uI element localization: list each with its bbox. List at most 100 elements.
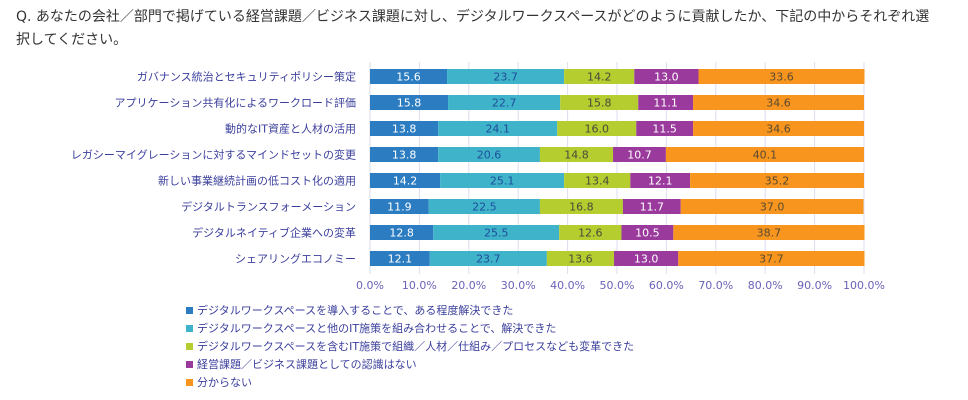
data-label: 12.1 xyxy=(388,253,413,266)
x-tick-label: 0.0% xyxy=(356,279,384,292)
data-label: 10.7 xyxy=(627,149,652,162)
data-label: 34.6 xyxy=(766,97,791,110)
bar-segment xyxy=(564,173,631,188)
legend-item: 経営課題／ビジネス課題としての認識はない xyxy=(186,356,634,374)
bar-segment xyxy=(428,199,540,214)
bar-segment xyxy=(438,147,540,162)
x-tick-label: 30.0% xyxy=(501,279,536,292)
data-label: 38.7 xyxy=(757,227,782,240)
bar-segment xyxy=(539,147,614,162)
bar-segment xyxy=(448,95,561,110)
data-label: 22.5 xyxy=(472,201,497,214)
x-tick-label: 80.0% xyxy=(748,279,783,292)
bar-segment xyxy=(429,251,547,266)
bar-segment xyxy=(678,251,865,266)
data-label: 16.0 xyxy=(584,123,609,136)
category-label: 新しい事業継続計画の低コスト化の適用 xyxy=(158,174,356,188)
data-label: 13.6 xyxy=(568,253,593,266)
data-label: 12.1 xyxy=(648,175,673,188)
bar-segment xyxy=(673,225,865,240)
data-label: 15.8 xyxy=(587,97,612,110)
chart-legend: デジタルワークスペースを導入することで、ある程度解決できたデジタルワークスペース… xyxy=(186,302,634,392)
legend-label: 経営課題／ビジネス課題としての認識はない xyxy=(197,358,417,371)
x-tick-label: 20.0% xyxy=(451,279,486,292)
x-tick-label: 50.0% xyxy=(600,279,635,292)
category-label: ガバナンス統治とセキュリティポリシー策定 xyxy=(137,70,356,84)
bar-segment xyxy=(614,251,679,266)
data-label: 12.6 xyxy=(578,227,603,240)
legend-item: 分からない xyxy=(186,374,634,392)
bar-segment xyxy=(613,147,666,162)
bar-segment xyxy=(557,121,637,136)
bar-segment xyxy=(690,173,864,188)
data-label: 13.0 xyxy=(654,71,679,84)
bar-segment xyxy=(630,173,691,188)
bar-segment xyxy=(680,199,864,214)
data-label: 25.5 xyxy=(484,227,509,240)
bar-segment xyxy=(370,95,449,110)
bar-segment xyxy=(370,173,441,188)
data-label: 11.5 xyxy=(652,123,677,136)
data-label: 10.5 xyxy=(635,227,660,240)
data-label: 33.6 xyxy=(769,71,794,84)
data-label: 37.7 xyxy=(759,253,784,266)
data-label: 13.8 xyxy=(392,149,417,162)
bar-segment xyxy=(634,69,699,84)
legend-swatch xyxy=(186,360,193,368)
bar-segment xyxy=(665,147,864,162)
x-tick-label: 100.0% xyxy=(843,279,885,292)
bar-segment xyxy=(693,95,864,110)
category-label: デジタルネイティブ企業への変革 xyxy=(192,226,356,240)
bar-segment xyxy=(370,225,434,240)
legend-swatch xyxy=(186,342,193,350)
data-label: 15.8 xyxy=(397,97,422,110)
bar-segment xyxy=(546,251,615,266)
x-tick-label: 60.0% xyxy=(649,279,684,292)
legend-item: デジタルワークスペースを導入することで、ある程度解決できた xyxy=(186,302,634,320)
legend-label: 分からない xyxy=(197,376,252,389)
bar-segment xyxy=(370,121,439,136)
category-label: アプリケーション共有化によるワークロード評価 xyxy=(115,96,356,110)
data-label: 23.7 xyxy=(476,253,501,266)
data-label: 13.8 xyxy=(392,123,417,136)
data-label: 25.1 xyxy=(490,175,515,188)
data-label: 35.2 xyxy=(765,175,790,188)
data-label: 12.8 xyxy=(389,227,414,240)
x-tick-label: 70.0% xyxy=(698,279,733,292)
data-label: 23.7 xyxy=(493,71,518,84)
data-label: 11.1 xyxy=(653,97,678,110)
data-label: 11.7 xyxy=(640,201,665,214)
data-label: 11.9 xyxy=(387,201,412,214)
x-tick-label: 90.0% xyxy=(797,279,832,292)
data-label: 34.6 xyxy=(766,123,791,136)
bar-segment xyxy=(698,69,865,84)
x-tick-label: 40.0% xyxy=(550,279,585,292)
legend-swatch xyxy=(186,324,193,332)
data-label: 24.1 xyxy=(485,123,510,136)
category-label: デジタルトランスフォーメーション xyxy=(181,200,356,214)
data-label: 16.8 xyxy=(569,201,594,214)
data-label: 40.1 xyxy=(753,149,778,162)
category-label: シェアリングエコノミー xyxy=(235,252,356,266)
category-label: レガシーマイグレーションに対するマインドセットの変更 xyxy=(71,148,356,162)
bar-segment xyxy=(622,199,681,214)
legend-swatch xyxy=(186,378,193,386)
bar-segment xyxy=(564,69,635,84)
legend-item: デジタルワークスペースと他のIT施策を組み合わせることで、解決できた xyxy=(186,320,634,338)
legend-label: デジタルワークスペースを導入することで、ある程度解決できた xyxy=(197,304,514,317)
question-text: Q. あなたの会社／部門で掲げている経営課題／ビジネス課題に対し、デジタルワーク… xyxy=(16,9,930,48)
bar-segment xyxy=(433,225,560,240)
stacked-bar-chart: 0.0% 10.0% 20.0% 30.0% 40.0% 50.0% 60.0% 70.0% 8… xyxy=(71,62,885,292)
data-label: 14.2 xyxy=(587,71,612,84)
data-label: 14.2 xyxy=(393,175,418,188)
bar-segment xyxy=(560,95,639,110)
data-label: 13.0 xyxy=(634,253,659,266)
bar-segment xyxy=(638,95,694,110)
bar-segment xyxy=(621,225,674,240)
x-tick-label: 10.0% xyxy=(402,279,437,292)
legend-swatch xyxy=(186,306,193,314)
bar-segment xyxy=(559,225,622,240)
legend-label: デジタルワークスペースと他のIT施策を組み合わせることで、解決できた xyxy=(197,322,557,335)
bar-segment xyxy=(447,69,565,84)
bar-segment xyxy=(539,199,623,214)
